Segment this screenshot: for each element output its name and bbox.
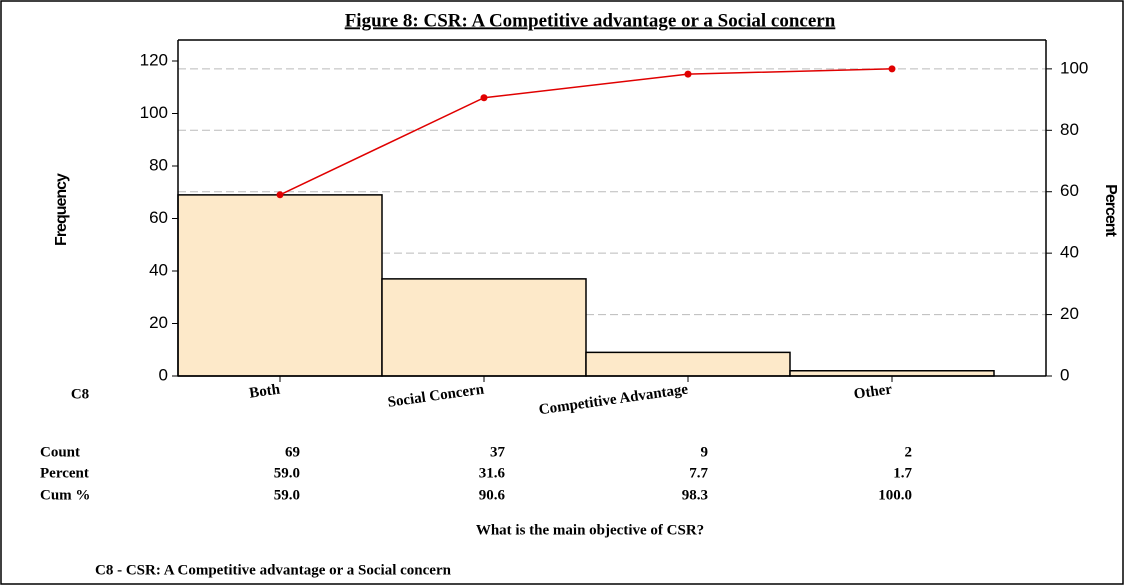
- table-cell: 9: [701, 444, 709, 460]
- y2-tick-label: 100: [1060, 58, 1088, 77]
- table-cell: 100.0: [878, 487, 912, 503]
- y2-tick-label: 0: [1060, 365, 1069, 384]
- table-row-label: Percent: [40, 465, 89, 481]
- table-cell: 90.6: [479, 487, 506, 503]
- cum-point: [684, 70, 692, 78]
- footnote: C8 - CSR: A Competitive advantage or a S…: [95, 562, 452, 578]
- y-tick-label: 40: [149, 260, 168, 279]
- y-tick-label: 100: [140, 103, 168, 122]
- y2-tick-label: 60: [1060, 181, 1079, 200]
- bar: [585, 351, 791, 377]
- table-cell: 31.6: [479, 465, 506, 481]
- x-tick-label: Both: [248, 381, 281, 401]
- x-axis-label: What is the main objective of CSR?: [476, 522, 704, 538]
- x-tick-label: Other: [853, 381, 894, 402]
- table-cell: 59.0: [274, 465, 300, 481]
- y-tick-label: 80: [149, 155, 168, 174]
- y2-tick-label: 80: [1060, 120, 1079, 139]
- cum-point: [276, 191, 284, 199]
- table-cell: 7.7: [689, 465, 708, 481]
- y-tick-label: 60: [149, 208, 168, 227]
- table-cell: 1.7: [893, 465, 912, 481]
- bar: [177, 194, 383, 377]
- bar: [789, 370, 995, 377]
- table-cell: 37: [490, 444, 506, 460]
- category-label: C8: [71, 386, 89, 402]
- y-axis-label: Frequency: [53, 173, 70, 246]
- table-row-label: Cum %: [40, 487, 90, 503]
- table-cell: 2: [905, 444, 913, 460]
- bar: [381, 278, 587, 377]
- y2-tick-label: 20: [1060, 304, 1079, 323]
- table-row-label: Count: [40, 444, 80, 460]
- chart-title: Figure 8: CSR: A Competitive advantage o…: [345, 10, 836, 31]
- y-tick-label: 0: [159, 365, 168, 384]
- cum-point: [480, 94, 488, 102]
- table-cell: 69: [285, 444, 300, 460]
- y2-axis-label: Percent: [1102, 184, 1119, 237]
- cum-point: [888, 65, 896, 73]
- table-cell: 98.3: [682, 487, 708, 503]
- table-cell: 59.0: [274, 487, 300, 503]
- cum-line: [279, 68, 893, 196]
- y-tick-label: 120: [140, 50, 168, 69]
- y2-tick-label: 40: [1060, 243, 1079, 262]
- y-tick-label: 20: [149, 313, 168, 332]
